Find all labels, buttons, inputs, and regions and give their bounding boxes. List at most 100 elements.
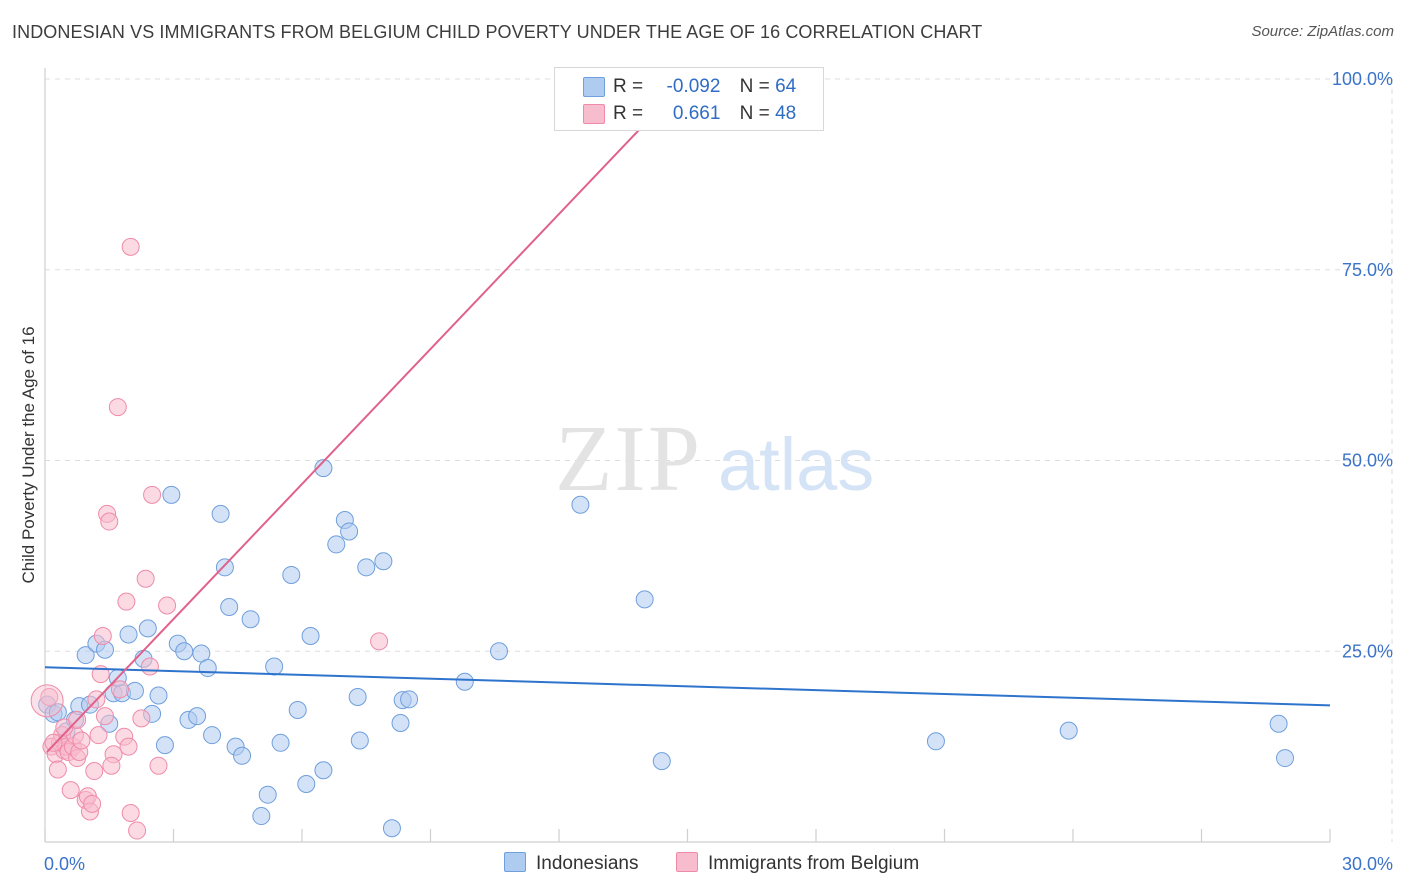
point-indonesians: [203, 726, 222, 745]
point-indonesians: [635, 590, 654, 609]
point-belgium: [61, 781, 80, 800]
point-indonesians: [382, 819, 401, 838]
point-indonesians: [314, 761, 333, 780]
point-indonesians: [350, 731, 369, 750]
x-tick-label-max: 30.0%: [1342, 854, 1393, 874]
point-indonesians: [175, 642, 194, 661]
bottom-legend-indonesians: Indonesians: [504, 852, 638, 875]
point-indonesians: [327, 535, 346, 554]
point-indonesians: [211, 504, 230, 523]
bottom-legend-belgium: Immigrants from Belgium: [676, 852, 919, 875]
point-indonesians: [258, 785, 277, 804]
y-tick-label: 50.0%: [1342, 451, 1393, 471]
point-indonesians: [215, 558, 234, 577]
point-indonesians: [188, 707, 207, 726]
trend-line-indonesians: [44, 666, 1331, 707]
point-indonesians: [119, 625, 138, 644]
point-belgium: [100, 512, 119, 531]
point-belgium: [121, 237, 140, 256]
point-indonesians: [76, 646, 95, 665]
legend-n-value-indonesians: 64: [775, 76, 797, 97]
point-belgium: [44, 733, 63, 752]
point-belgium: [121, 804, 140, 823]
point-indonesians: [233, 746, 252, 765]
tick-labels: 25.0% 50.0% 75.0% 100.0% 0.0% 30.0%: [44, 69, 1393, 874]
point-belgium: [108, 398, 127, 417]
point-belgium: [128, 821, 147, 840]
bottom-legend-swatch-blue: [504, 852, 526, 872]
point-indonesians: [198, 659, 217, 678]
point-belgium: [119, 737, 138, 756]
trend-lines: [44, 78, 1331, 753]
point-indonesians: [1269, 714, 1288, 733]
point-belgium: [102, 756, 121, 775]
y-tick-label: 25.0%: [1342, 641, 1393, 661]
point-indonesians: [162, 485, 181, 504]
point-indonesians: [149, 686, 168, 705]
point-indonesians: [314, 459, 333, 478]
point-belgium: [132, 709, 151, 728]
grid-lines: [45, 78, 1393, 842]
point-belgium: [40, 688, 59, 707]
legend-swatch-pink: [583, 104, 605, 124]
point-belgium: [158, 596, 177, 615]
point-indonesians: [926, 732, 945, 751]
series-indonesians-points: [38, 459, 1295, 838]
point-indonesians: [374, 552, 393, 571]
watermark-atlas: atlas: [718, 423, 874, 506]
bottom-legend-swatch-pink: [676, 852, 698, 872]
point-indonesians: [652, 752, 671, 771]
legend-r-label: R =: [613, 103, 644, 124]
point-indonesians: [455, 672, 474, 691]
point-belgium: [110, 680, 129, 699]
point-indonesians: [1059, 721, 1078, 740]
point-belgium: [370, 632, 389, 651]
legend-box: R = -0.092 N = 64 R = 0.661 N = 48: [554, 67, 824, 131]
point-belgium: [140, 657, 159, 676]
point-indonesians: [490, 642, 509, 661]
point-belgium: [136, 569, 155, 588]
y-axis-label: Child Poverty Under the Age of 16: [19, 326, 38, 583]
point-indonesians: [252, 807, 271, 826]
point-indonesians: [1276, 749, 1295, 768]
legend-n-value-belgium: 48: [775, 103, 797, 124]
point-indonesians: [571, 495, 590, 514]
point-indonesians: [271, 733, 290, 752]
point-belgium: [85, 762, 104, 781]
point-indonesians: [265, 657, 284, 676]
source-label: Source: ZipAtlas.com: [1251, 23, 1394, 40]
trend-line-belgium: [46, 78, 689, 753]
legend-r-value-belgium: 0.661: [672, 103, 721, 124]
y-tick-label: 100.0%: [1332, 69, 1393, 89]
point-indonesians: [220, 597, 239, 616]
point-belgium: [95, 707, 114, 726]
point-belgium: [117, 592, 136, 611]
bottom-legend-label-belgium: Immigrants from Belgium: [708, 853, 920, 874]
point-indonesians: [282, 565, 301, 584]
point-indonesians: [348, 688, 367, 707]
point-indonesians: [155, 736, 174, 755]
legend-swatch-blue: [583, 77, 605, 97]
point-indonesians: [297, 775, 316, 794]
point-belgium: [93, 626, 112, 645]
point-indonesians: [301, 626, 320, 645]
legend-r-label: R =: [613, 76, 644, 97]
point-belgium: [48, 760, 67, 779]
point-belgium: [83, 794, 102, 813]
point-indonesians: [241, 610, 260, 629]
point-indonesians: [138, 619, 157, 638]
point-indonesians: [340, 522, 359, 541]
legend-r-value-indonesians: -0.092: [666, 76, 721, 97]
point-belgium: [143, 485, 162, 504]
chart-title: INDONESIAN VS IMMIGRANTS FROM BELGIUM CH…: [12, 22, 983, 42]
point-belgium: [72, 731, 91, 750]
point-indonesians: [400, 690, 419, 709]
point-indonesians: [125, 681, 144, 700]
bottom-legend-label-indonesians: Indonesians: [536, 853, 639, 874]
point-indonesians: [288, 701, 307, 720]
legend-n-label: N =: [739, 103, 770, 124]
point-belgium: [149, 756, 168, 775]
x-tick-label-min: 0.0%: [44, 854, 85, 874]
watermark-zip: ZIP: [555, 407, 702, 511]
